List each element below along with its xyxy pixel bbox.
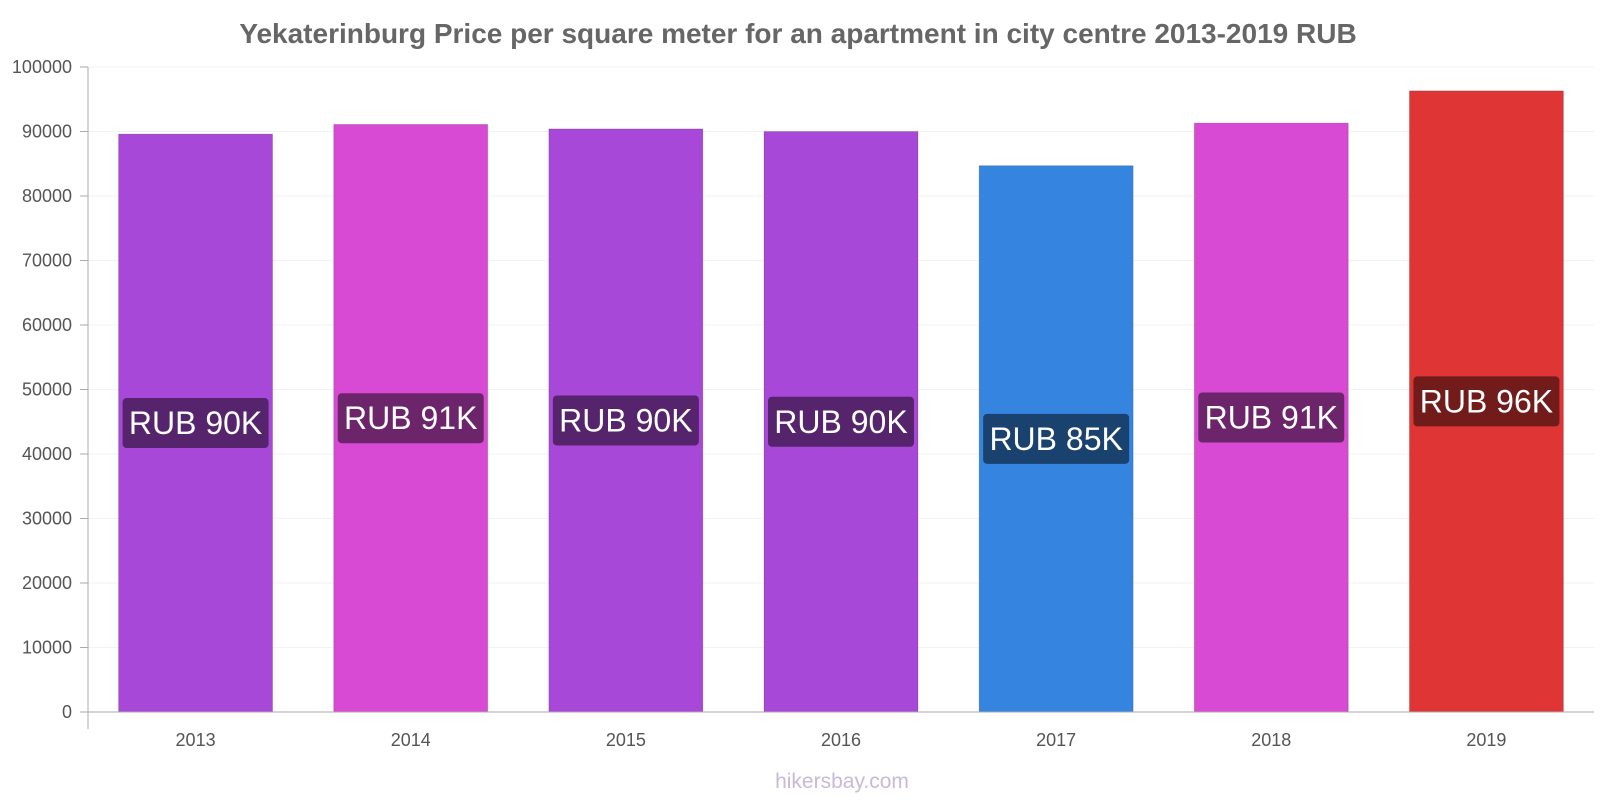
data-label-background — [983, 413, 1130, 464]
y-tick-label: 100000 — [12, 57, 72, 77]
y-tick-label: 20000 — [22, 573, 72, 593]
y-axis-ticks: 0 10000 20000 30000 40000 50000 60000 70000 8000… — [12, 57, 88, 722]
x-tick-label: 2013 — [176, 730, 216, 750]
y-tick-label: 30000 — [22, 509, 72, 529]
y-tick-label: 0 — [62, 702, 72, 722]
y-tick-label: 70000 — [22, 251, 72, 271]
x-tick-label: 2017 — [1036, 730, 1076, 750]
axes — [87, 67, 1594, 729]
x-tick-label: 2014 — [391, 730, 431, 750]
x-tick-label: 2015 — [606, 730, 646, 750]
y-tick-label: 50000 — [22, 380, 72, 400]
data-label-background — [1413, 376, 1560, 427]
chart-title: Yekaterinburg Price per square meter for… — [239, 18, 1356, 49]
data-label-2014: RUB 91K — [344, 400, 477, 436]
x-tick-label: 2016 — [821, 730, 861, 750]
data-label-2019: RUB 96K — [1420, 383, 1553, 419]
y-tick-label: 80000 — [22, 186, 72, 206]
data-label-background — [337, 393, 484, 444]
data-label-background — [1198, 392, 1345, 443]
watermark: hikersbay.com — [775, 770, 909, 793]
y-tick-label: 40000 — [22, 444, 72, 464]
data-label-background — [122, 398, 269, 449]
y-tick-label: 90000 — [22, 122, 72, 142]
y-tick-label: 60000 — [22, 315, 72, 335]
data-label-background — [768, 396, 914, 447]
data-label-background — [552, 395, 699, 446]
data-labels: RUB 90K RUB 91K RUB 90K RUB 90K RUB 85K RUB 9… — [122, 376, 1560, 464]
data-label-2015: RUB 90K — [559, 402, 692, 438]
data-label-2017: RUB 85K — [989, 421, 1122, 457]
data-label-2016: RUB 90K — [774, 404, 907, 440]
x-tick-label: 2019 — [1466, 730, 1506, 750]
data-label-2018: RUB 91K — [1205, 400, 1338, 436]
data-label-2013: RUB 90K — [129, 405, 262, 441]
x-axis-ticks: 2013 2014 2015 2016 2017 2018 2019 — [176, 730, 1507, 750]
x-tick-label: 2018 — [1251, 730, 1291, 750]
y-tick-label: 10000 — [22, 638, 72, 658]
